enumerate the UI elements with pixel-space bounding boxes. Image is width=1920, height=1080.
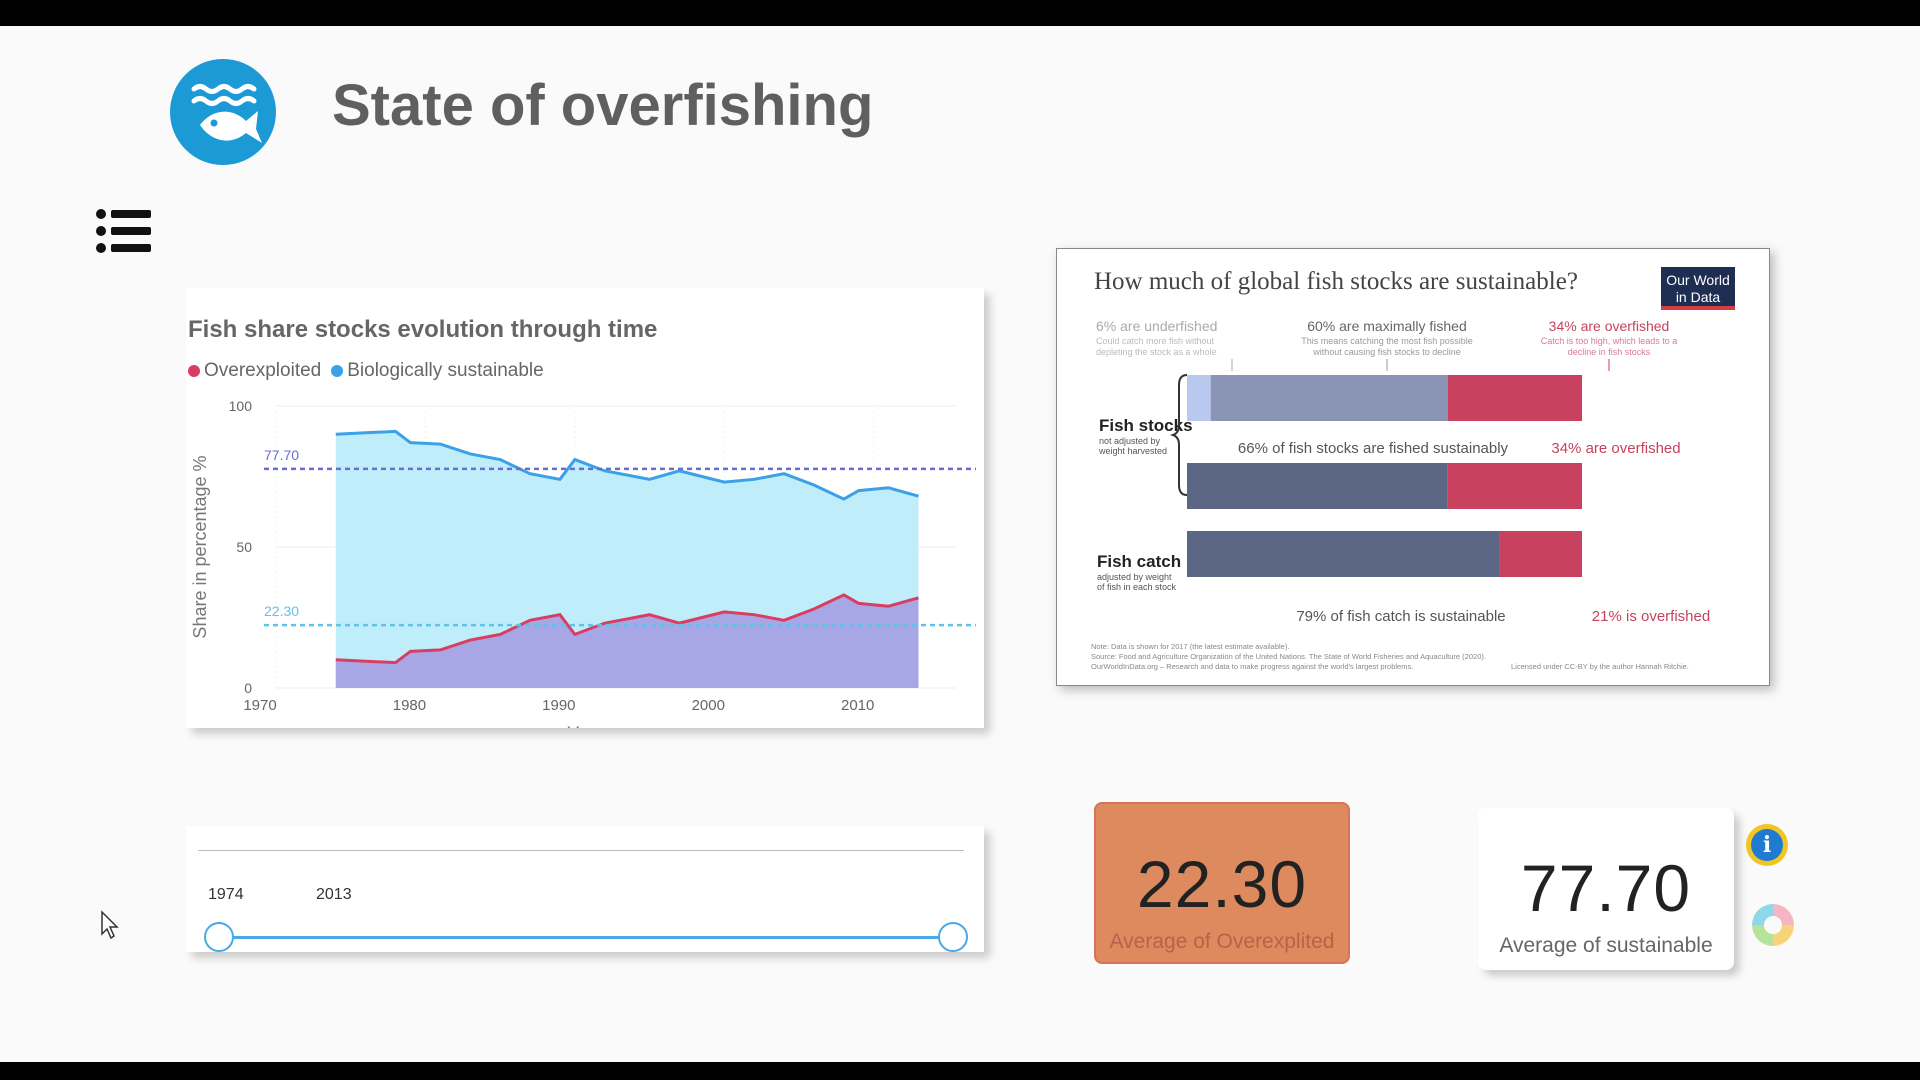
annotation-over-sub-2: decline in fish stocks (1568, 347, 1651, 357)
annotation-maximally-fished: 60% are maximally fished (1307, 318, 1467, 334)
infographic-bars (1187, 375, 1582, 577)
legend-label-sustainable: Biologically sustainable (347, 360, 544, 381)
area-chart[interactable]: 77.70 22.30 0 50 100 1970 1980 1990 2000 2010 Year… (186, 288, 984, 728)
slider-start-label: 1974 (208, 886, 244, 903)
x-tick-label: 1980 (393, 697, 426, 714)
bar-segment-overfished-catch (1499, 531, 1582, 577)
donut-chart-icon[interactable] (1752, 904, 1794, 946)
annotation-max-sub-1: This means catching the most fish possib… (1301, 336, 1473, 346)
legend-dot-overexploited (188, 365, 200, 377)
catch-caption-left: 79% of fish catch is sustainable (1296, 608, 1505, 625)
slider-start-handle[interactable] (204, 922, 234, 952)
info-glyph: i (1751, 829, 1783, 861)
year-slider-card[interactable]: 1974 2013 (186, 826, 984, 952)
stocks-caption-left: 66% of fish stocks are fished sustainabl… (1238, 440, 1509, 457)
note-line-4: Licensed under CC-BY by the author Hanna… (1511, 662, 1689, 671)
page-title: State of overfishing (332, 73, 874, 138)
y-tick-label: 50 (236, 539, 252, 555)
slider-end-label: 2013 (316, 886, 352, 903)
stocks-caption-right: 34% are overfished (1551, 440, 1680, 457)
x-tick-label: 2000 (692, 697, 725, 714)
legend-dot-sustainable (331, 365, 344, 377)
legend-label-overexploited: Overexploited (204, 360, 322, 381)
badge-line-1: Our World (1666, 272, 1730, 288)
fish-stocks-sub-2: weight harvested (1098, 446, 1167, 456)
catch-caption-right: 21% is overfished (1592, 608, 1710, 625)
series-line-sustainable (335, 429, 919, 501)
slider-end-handle[interactable] (938, 922, 968, 952)
kpi-sustainable-label: Average of sustainable (1499, 934, 1713, 957)
note-line-1: Note: Data is shown for 2017 (the latest… (1091, 642, 1289, 651)
reference-label: 22.30 (264, 603, 299, 619)
note-line-2: Source: Food and Agriculture Organizatio… (1091, 652, 1486, 661)
x-axis-label: Years (567, 724, 615, 728)
bar-segment-sustainable-stocks (1187, 463, 1448, 509)
fish-catch-sub-1: adjusted by weight (1097, 572, 1172, 582)
fish-stocks-sub-1: not adjusted by (1099, 436, 1161, 446)
y-axis-label: Share in percentage % (190, 455, 210, 638)
fish-stocks-chart-card[interactable]: Fish share stocks evolution through time… (186, 288, 984, 728)
fish-catch-label: Fish catch (1097, 552, 1181, 571)
badge-line-2: in Data (1676, 289, 1721, 305)
bar-segment-sustainable-catch (1187, 531, 1500, 577)
fish-stocks-label: Fish stocks (1099, 416, 1193, 435)
kpi-overexploited-value: 22.30 (1136, 847, 1308, 921)
chart-legend[interactable]: Overexploited Biologically sustainable (188, 360, 544, 382)
note-line-3: OurWorldInData.org – Research and data t… (1091, 662, 1413, 671)
bar-segment-maximally-fished (1210, 375, 1448, 421)
kpi-sustainable-value: 77.70 (1520, 851, 1692, 925)
annotation-underfished: 6% are underfished (1096, 318, 1217, 334)
x-tick-label: 1970 (243, 697, 276, 714)
report-canvas: State of overfishing Fish share stocks e… (0, 26, 1920, 1062)
y-tick-label: 0 (244, 680, 252, 696)
slider-track[interactable] (220, 936, 956, 939)
annotation-over-sub-1: Catch is too high, which leads to a (1541, 336, 1678, 346)
brace (1169, 374, 1188, 496)
bar-segment-overfished-stocks (1447, 463, 1582, 509)
series-line-overexploited (335, 593, 919, 665)
info-icon[interactable]: i (1746, 824, 1788, 866)
x-tick-label: 1990 (542, 697, 575, 714)
bar-segment-underfished (1187, 375, 1211, 421)
fish-catch-sub-2: of fish in each stock (1097, 582, 1177, 592)
legend-overexploited[interactable]: Overexploited (188, 360, 321, 382)
slider-divider (198, 850, 964, 851)
list-menu-icon[interactable] (96, 208, 152, 254)
annotation-overfished: 34% are overfished (1549, 318, 1670, 334)
infographic-svg: How much of global fish stocks are susta… (1091, 267, 1735, 671)
chart-title: Fish share stocks evolution through time (188, 316, 658, 343)
x-tick-label: 2010 (841, 697, 874, 714)
kpi-overexploited-card[interactable]: 22.30 Average of Overexplited (1094, 802, 1350, 964)
reference-label: 77.70 (264, 447, 299, 463)
annotation-underfished-sub-1: Could catch more fish without (1096, 336, 1215, 346)
legend-sustainable[interactable]: Biologically sustainable (331, 360, 544, 382)
fish-logo-icon (170, 59, 276, 165)
annotation-underfished-sub-2: depleting the stock as a whole (1096, 347, 1217, 357)
kpi-overexploited-label: Average of Overexplited (1109, 930, 1335, 953)
sustainability-infographic: How much of global fish stocks are susta… (1056, 248, 1770, 686)
infographic-title: How much of global fish stocks are susta… (1094, 268, 1578, 295)
y-tick-label: 100 (229, 398, 253, 414)
owid-badge-line (1661, 306, 1735, 310)
kpi-sustainable-card[interactable]: 77.70 Average of sustainable (1478, 808, 1734, 970)
annotation-max-sub-2: without causing fish stocks to decline (1312, 347, 1461, 357)
bar-segment-overfished (1447, 375, 1582, 421)
owid-badge (1661, 267, 1735, 309)
mouse-cursor-icon (101, 910, 119, 940)
